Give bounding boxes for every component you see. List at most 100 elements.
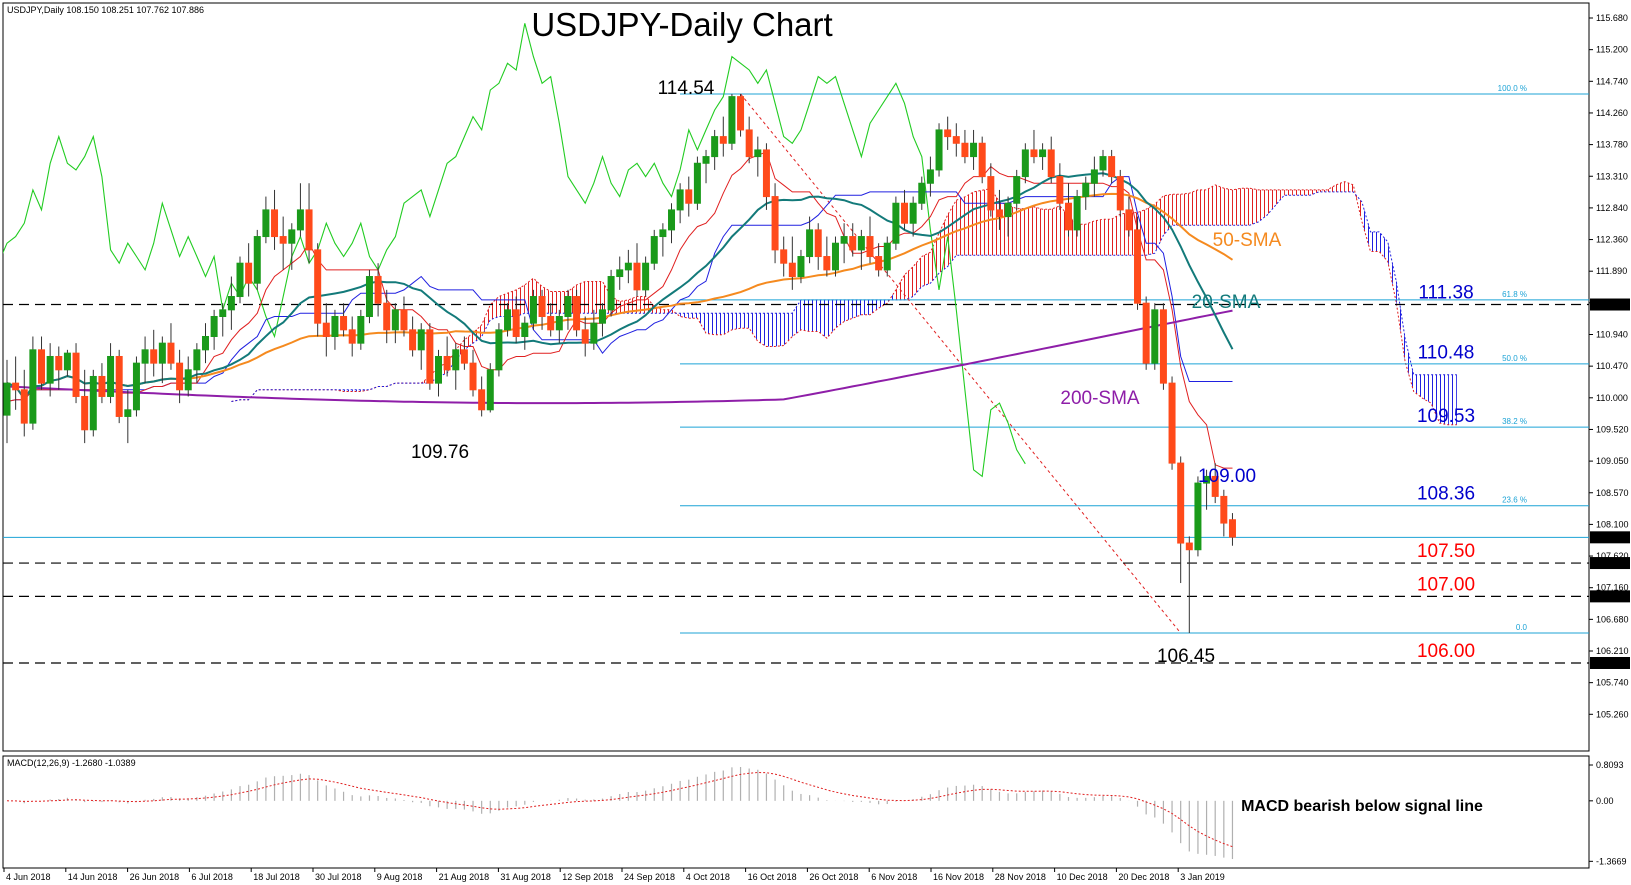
candle-body [314,249,322,324]
candle-body [1073,196,1081,231]
candle-body [115,355,123,417]
price-tick-label: 112.360 [1596,235,1628,245]
candle-body [1159,309,1167,384]
fibonacci-label: 50.0 % [1502,354,1527,363]
cloud-segment [1439,374,1449,425]
cloud-segment [1249,188,1259,226]
candle-body [452,349,460,371]
cloud-segment [1111,214,1121,256]
candle-body [538,296,546,318]
cloud-segment [1232,188,1242,226]
candle-body [132,362,140,411]
cloud-segment [731,313,741,330]
cloud-segment [585,281,594,314]
cloud-segment [1448,374,1457,425]
candle-body [107,355,115,397]
candle-body [1064,202,1072,231]
candle-body [788,262,796,278]
candle-body [98,375,106,397]
cloud-segment [921,252,931,287]
cloud-segment [1085,220,1095,256]
candle-body [1125,209,1133,231]
candle-body [365,276,373,318]
cloud-segment [1310,189,1319,196]
cloud-segment [1370,231,1380,252]
candle-body [1047,149,1055,178]
candle-body [1099,156,1107,171]
cloud-segment [783,313,793,346]
cloud-segment [835,299,845,329]
cloud-segment [1206,184,1216,226]
price-tick-label: 111.890 [1596,266,1627,276]
cloud-segment [473,324,482,344]
price-tag [1590,531,1630,544]
fibonacci-label: 0.0 [1516,623,1528,632]
macd-panel [2,755,1590,869]
macd-label: MACD(12,26,9) -1.2680 -1.0389 [7,758,136,768]
candle-body [598,309,606,324]
cloud-segment [1197,189,1207,226]
candle-body [1185,542,1193,551]
level-label: 111.38 [1418,283,1473,304]
cloud-segment [1189,189,1198,226]
candle-body [650,236,658,264]
annotation-swing-low: 109.76 [411,442,469,463]
candle-body [521,322,529,337]
candle-body [1211,475,1219,497]
cloud-segment [1016,208,1026,256]
candle-body [1013,176,1021,204]
chikou-span [3,23,1026,478]
candle-body [573,296,581,331]
senkou-span-a [231,181,1457,426]
candle-body [952,136,960,144]
candle-body [806,229,814,258]
candle-body [1021,149,1029,178]
level-label: 107.50 [1417,541,1475,562]
level-label: 110.48 [1418,342,1475,363]
candle-body [236,262,244,298]
cloud-segment [1077,224,1086,256]
cloud-segment [1344,181,1354,192]
cloud-segment [1008,205,1017,256]
price-tick-label: 107.160 [1596,583,1629,593]
candle-body [1090,169,1098,184]
time-tick-label: 20 Dec 2018 [1118,872,1169,882]
price-axis: 115.680 115.200 114.740 114.260 113.780 113.3… [1589,13,1630,719]
candle-body [1134,229,1142,304]
cloud-segment [904,266,914,300]
cloud-segment [775,313,784,347]
candle-body [38,349,46,384]
candle-body [435,355,442,384]
candle-body [167,342,175,364]
candle-body [1004,202,1012,218]
cloud-segment [1422,374,1431,404]
candle-body [150,349,158,364]
macd-tick-label: 0.00 [1596,796,1614,806]
candle-body [55,355,63,371]
price-panel [2,2,1590,752]
candle-body [20,389,28,424]
time-tick-label: 4 Jun 2018 [6,872,51,882]
price-tag-label: 111.380 [1594,300,1625,310]
candle-body [857,236,865,251]
price-tick-label: 108.100 [1596,519,1629,529]
candle-body [374,276,382,304]
candle-body [711,136,719,158]
cloud-segment [1430,374,1440,424]
candle-body [693,162,701,204]
time-tick-label: 31 Aug 2018 [500,872,551,882]
cloud-segment [1405,338,1414,392]
price-tick-label: 109.050 [1596,456,1629,466]
time-tick-label: 14 Jun 2018 [68,872,118,882]
fibonacci-label: 38.2 % [1502,417,1527,426]
time-tick-label: 26 Oct 2018 [809,872,858,882]
candle-body [901,202,909,224]
indicator-lines [3,23,1234,478]
candle-body [676,189,684,211]
cloud-segment [1387,241,1397,304]
sma-200-line [6,309,1233,405]
cloud-segment [757,313,767,347]
candle-body [331,316,339,337]
cloud-segment [1094,219,1104,256]
candle-body [642,262,650,291]
